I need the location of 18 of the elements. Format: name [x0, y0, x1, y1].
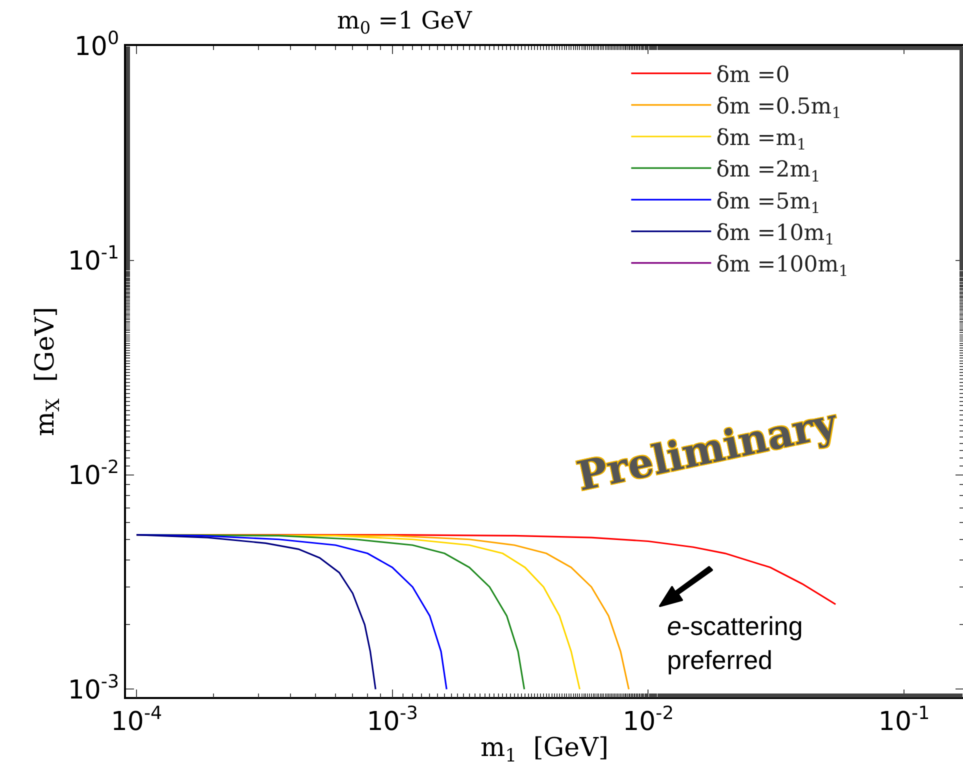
- legend-label: δm =5m$_{1}$: [716, 189, 820, 217]
- legend-label: δm =10m$_{1}$: [716, 220, 834, 249]
- y-tick-label: 10$^{-1}$: [68, 242, 120, 277]
- x-tick-label: 10$^{-1}$: [878, 703, 930, 737]
- legend-label: δm =0: [716, 62, 790, 88]
- chart-title: m$_{0}$ =1 GeV: [337, 6, 473, 38]
- annotation: e-scattering preferred: [667, 611, 803, 675]
- legend-label: δm =100m$_{1}$: [716, 252, 848, 280]
- x-tick-label: 10$^{-2}$: [622, 703, 674, 737]
- x-axis-title: m$_{1}$ [GeV]: [480, 733, 608, 767]
- legend-label: δm =2m$_{1}$: [716, 158, 820, 186]
- y-tick-label: 10$^{-2}$: [68, 457, 120, 491]
- y-tick-label: 10$^{-3}$: [68, 671, 120, 706]
- legend-label: δm =0.5m$_{1}$: [716, 94, 842, 122]
- x-tick-label: 10$^{-3}$: [366, 703, 418, 737]
- x-tick-label: 10$^{-4}$: [110, 703, 162, 737]
- legend-label: δm =m$_{1}$: [716, 126, 806, 154]
- y-tick-label: 10$^{0}$: [74, 28, 120, 62]
